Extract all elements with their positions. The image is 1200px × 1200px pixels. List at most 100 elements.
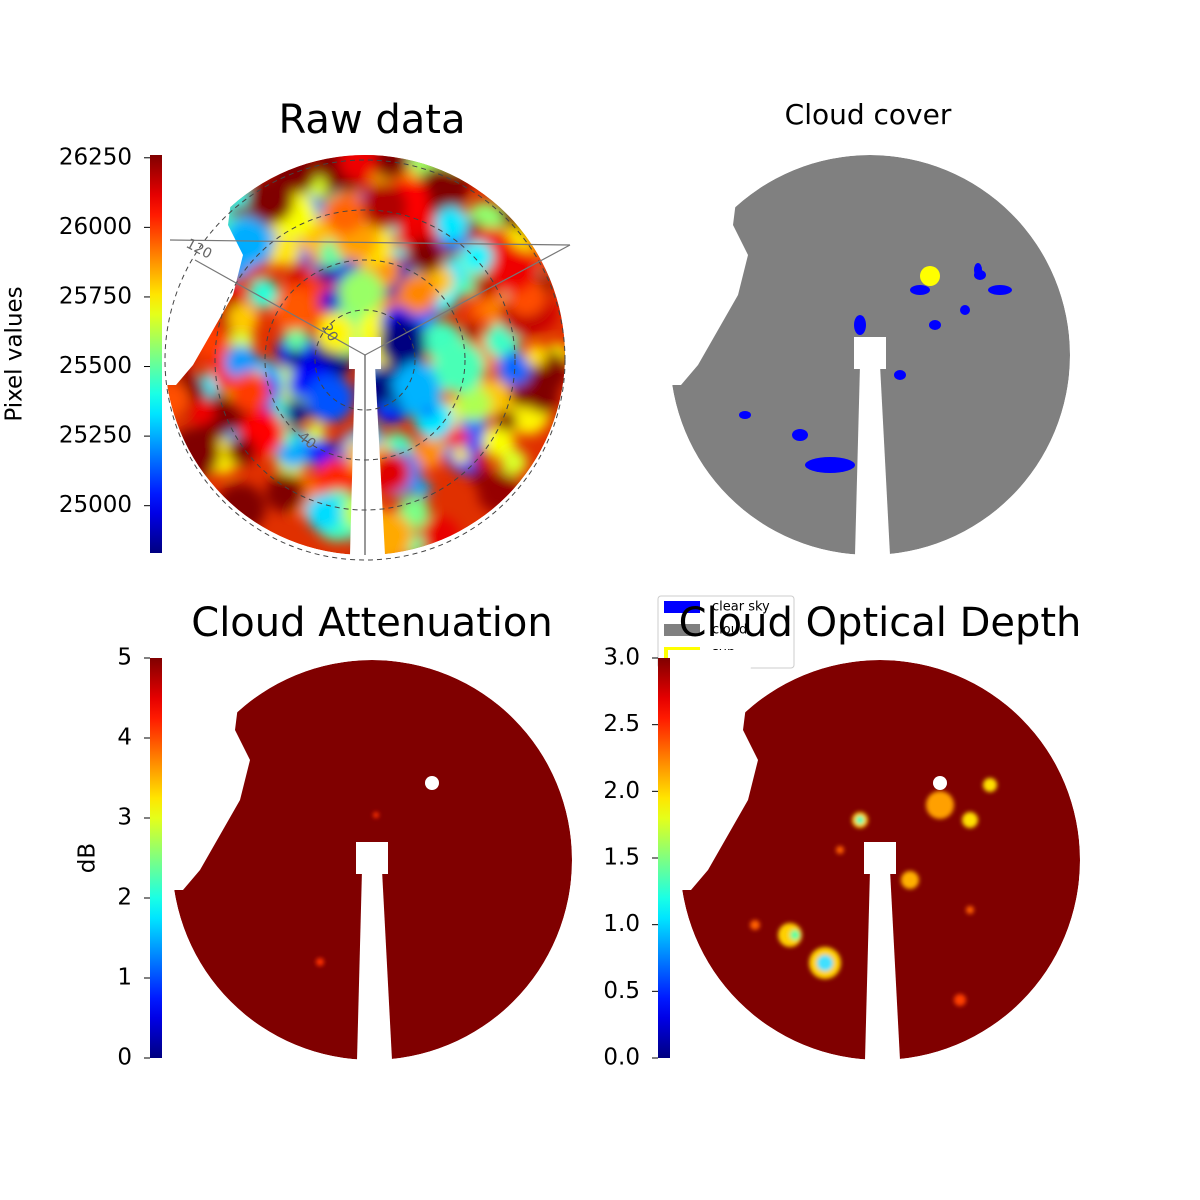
blob [414, 480, 431, 498]
colorbar-tick-label: 25750 [59, 283, 132, 309]
blob [230, 372, 271, 412]
panel-title: Cloud Optical Depth [679, 600, 1082, 646]
blob [408, 238, 444, 274]
blob [284, 399, 309, 424]
blob [473, 448, 493, 469]
colorbar-tick-label: 3.0 [603, 645, 640, 671]
texture [165, 155, 565, 555]
polar-axis [364, 244, 571, 356]
legend-swatch [664, 601, 700, 613]
depth-patch [790, 930, 800, 940]
texture [750, 778, 997, 1006]
clear-sky-patch [805, 457, 855, 473]
colorbar-tick-label: 26250 [59, 144, 132, 170]
blob [496, 351, 532, 386]
panel: 0.0 0.5 1.0 1.5 2.0 2.5 3.0 [603, 645, 1080, 1071]
clear-sky-patch [792, 429, 808, 441]
clear-sky-patch [910, 285, 930, 295]
depth-patch [962, 812, 978, 828]
colorbar-tick-label: 3 [117, 805, 132, 831]
polar-axis [169, 239, 571, 246]
blob [270, 235, 301, 266]
blob [378, 319, 426, 367]
mask-square [864, 842, 896, 874]
sun-mask [425, 776, 439, 790]
clear-sky-patch [739, 411, 751, 419]
colorbar-label: dB [75, 843, 101, 873]
blob [482, 425, 515, 458]
colorbar-tick-label: 25250 [59, 423, 132, 449]
blob [283, 325, 309, 351]
blob [305, 374, 354, 423]
colorbar-tick-label: 1.5 [603, 845, 640, 871]
colorbar-tick-label: 0.0 [603, 1045, 640, 1071]
depth-patch [817, 955, 833, 971]
blob [433, 341, 486, 393]
depth-patch [983, 778, 997, 792]
blob [323, 193, 365, 235]
blob [215, 483, 266, 534]
blob [248, 278, 279, 309]
panel: 0 1 2 3 4 5 dB [75, 645, 572, 1071]
polar-ring [164, 159, 566, 561]
blob [189, 398, 215, 425]
depth-patch [750, 920, 760, 930]
sun-mask [933, 776, 947, 790]
mask-square [356, 842, 388, 874]
blob [490, 246, 537, 293]
depth-patch [954, 994, 966, 1006]
depth-patch [856, 816, 864, 824]
blob [227, 302, 259, 334]
colorbar-tick-label: 1 [117, 965, 132, 991]
colorbar-tick-label: 5 [117, 645, 132, 671]
blob [458, 278, 476, 296]
colorbar-tick-label: 0 [117, 1045, 132, 1071]
blob [371, 155, 410, 180]
blob [461, 324, 480, 342]
blob [338, 155, 378, 181]
mask-notch [160, 650, 250, 890]
colorbar-tick-label: 2.5 [603, 711, 640, 737]
depth-patch [901, 871, 919, 889]
blob [398, 274, 438, 314]
colorbar [150, 155, 162, 553]
blob [169, 427, 220, 478]
blob [524, 344, 548, 367]
blob [338, 269, 384, 315]
depth-patch [373, 812, 379, 818]
legend-label: clear sky [712, 600, 770, 615]
polar-label: 20 [318, 321, 341, 344]
blob [526, 381, 559, 414]
panel: 1202040250002525025500257502600026250Pix… [2, 144, 571, 561]
colorbar [150, 658, 162, 1058]
colorbar-tick-label: 25000 [59, 492, 132, 518]
legend-label: cloud [712, 623, 747, 638]
legend-swatch [664, 624, 700, 636]
panel-title: Cloud cover [785, 98, 952, 131]
blob [316, 266, 334, 284]
blob [393, 361, 444, 412]
blob [305, 494, 342, 531]
blob [223, 345, 258, 380]
blob [287, 261, 310, 284]
clear-sky-patch [960, 305, 970, 315]
panel: clear skycloudsun [657, 145, 1070, 669]
blob [412, 438, 444, 470]
mask-wedge [855, 365, 890, 555]
sun-disk [920, 266, 940, 286]
colorbar-tick-label: 2 [117, 885, 132, 911]
mask-notch [668, 650, 758, 890]
blob [285, 348, 305, 367]
clear-sky-patch [894, 370, 906, 380]
mask-notch [153, 145, 243, 385]
colorbar-label: Pixel values [2, 286, 28, 421]
clear-sky-patch [974, 263, 982, 277]
mask-square [854, 337, 886, 369]
texture [316, 812, 379, 966]
blob [315, 458, 356, 499]
blob [500, 448, 528, 476]
clear-sky-patch [929, 320, 941, 330]
mask-wedge [357, 870, 392, 1060]
polar-ring [314, 309, 416, 411]
